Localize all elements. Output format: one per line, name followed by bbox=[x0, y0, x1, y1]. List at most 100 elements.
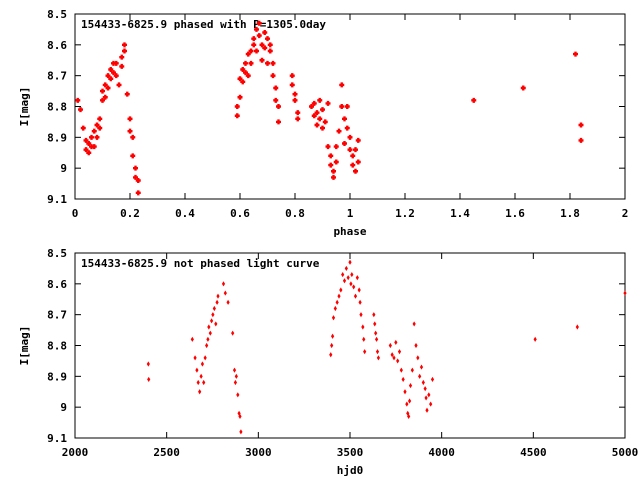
phased-data-point bbox=[331, 168, 336, 174]
phased-data-point bbox=[86, 150, 92, 156]
unphased-data-point bbox=[329, 352, 333, 358]
unphased-data-point bbox=[352, 284, 356, 290]
phased-data-point bbox=[317, 97, 323, 103]
unphased-x-tick-label: 4500 bbox=[520, 446, 547, 459]
phased-plot-frame bbox=[74, 13, 626, 200]
unphased-data-point bbox=[414, 342, 418, 349]
unphased-data-point bbox=[390, 352, 394, 358]
phased-data-point bbox=[100, 97, 106, 103]
unphased-data-point bbox=[231, 330, 235, 336]
phased-data-point bbox=[97, 125, 103, 131]
unphased-data-point bbox=[363, 349, 367, 355]
phased-data-point bbox=[122, 42, 128, 48]
unphased-data-point bbox=[339, 287, 343, 293]
unphased-data-point bbox=[575, 324, 579, 330]
phased-data-point bbox=[237, 94, 243, 100]
unphased-data-point bbox=[205, 342, 209, 349]
unphased-data-point bbox=[401, 376, 405, 383]
phased-data-point bbox=[248, 48, 254, 54]
phased-data-point bbox=[80, 125, 86, 131]
unphased-x-tick-label: 4000 bbox=[428, 446, 455, 459]
phased-data-point bbox=[350, 162, 356, 168]
phased-data-point bbox=[265, 60, 270, 66]
phased-data-point bbox=[91, 128, 97, 134]
unphased-y-tick-label: 9.1 bbox=[47, 432, 67, 445]
unphased-data-point bbox=[239, 429, 243, 435]
phased-data-point bbox=[353, 147, 358, 153]
unphased-x-tick-label: 2500 bbox=[153, 446, 180, 459]
phased-data-point bbox=[265, 36, 270, 42]
unphased-data-point bbox=[392, 355, 396, 361]
unphased-data-point bbox=[416, 355, 420, 361]
phased-data-point bbox=[295, 110, 301, 116]
phased-data-point bbox=[122, 48, 128, 54]
unphased-data-point bbox=[199, 373, 203, 379]
unphased-data-point bbox=[408, 382, 413, 389]
phased-data-point bbox=[295, 116, 301, 122]
unphased-data-point bbox=[403, 389, 407, 395]
unphased-data-point bbox=[424, 395, 428, 401]
unphased-data-point bbox=[232, 367, 237, 373]
phased-data-point bbox=[119, 63, 125, 69]
unphased-y-tick-label: 8.6 bbox=[47, 278, 67, 291]
unphased-data-point bbox=[209, 318, 214, 324]
phased-data-point bbox=[127, 116, 133, 122]
phased-data-point bbox=[333, 159, 339, 165]
phased-data-point bbox=[100, 88, 106, 94]
unphased-data-point bbox=[425, 407, 429, 413]
unphased-data-point bbox=[346, 275, 350, 281]
unphased-data-point bbox=[348, 259, 352, 265]
unphased-chart-title: 154433-6825.9 not phased light curve bbox=[81, 257, 320, 270]
phased-data-point bbox=[309, 104, 314, 110]
phased-data-point bbox=[317, 116, 323, 122]
unphased-data-point bbox=[330, 342, 334, 349]
phased-data-point bbox=[105, 85, 111, 91]
phased-data-point bbox=[328, 153, 334, 159]
phased-data-point bbox=[573, 51, 578, 57]
phased-data-point bbox=[130, 134, 136, 140]
phased-data-point bbox=[237, 76, 243, 82]
phased-data-point bbox=[336, 128, 342, 134]
phased-data-point bbox=[135, 190, 141, 196]
unphased-data-point bbox=[208, 330, 212, 336]
phased-chart-panel: 0 0.2 0.4 0.6 0.8 1 1.2 1.4 1.6 1.8 2 8.5 8.6 8.7 8.8 8… bbox=[18, 8, 628, 238]
phased-data-point bbox=[355, 137, 361, 143]
phased-data-point bbox=[130, 153, 136, 159]
phased-y-tick-label: 8.6 bbox=[47, 39, 67, 52]
phased-x-tick-label: 2 bbox=[622, 207, 629, 220]
phased-x-tick-label: 1.2 bbox=[395, 207, 415, 220]
phased-data-point bbox=[245, 51, 251, 57]
phased-data-point bbox=[83, 137, 89, 143]
unphased-data-point bbox=[373, 321, 377, 327]
phased-data-point bbox=[108, 67, 114, 73]
phased-data-point bbox=[289, 73, 295, 79]
phased-data-point bbox=[273, 85, 279, 91]
unphased-y-tick-label: 8.9 bbox=[47, 370, 67, 383]
unphased-data-point bbox=[147, 376, 151, 383]
phased-data-point bbox=[325, 100, 331, 106]
phased-data-point bbox=[240, 79, 246, 85]
phased-data-point bbox=[102, 94, 108, 100]
phased-data-point bbox=[471, 97, 477, 103]
unphased-data-point bbox=[429, 401, 433, 407]
phased-data-point bbox=[91, 144, 97, 150]
phased-x-tick-label: 0.2 bbox=[120, 207, 140, 220]
phased-data-point bbox=[267, 42, 273, 48]
unphased-data-point bbox=[216, 293, 220, 299]
phased-data-point bbox=[262, 45, 268, 51]
unphased-data-point bbox=[342, 278, 347, 284]
phased-data-point bbox=[135, 178, 141, 183]
phased-x-tick-label: 0.8 bbox=[285, 207, 305, 220]
phased-data-point bbox=[311, 113, 317, 119]
phased-x-tick-label: 0 bbox=[72, 207, 79, 220]
phased-data-point bbox=[353, 168, 358, 174]
phased-data-point bbox=[113, 73, 119, 79]
unphased-data-point bbox=[198, 389, 202, 395]
phased-data-point bbox=[102, 82, 108, 88]
phased-data-point bbox=[105, 73, 111, 79]
phased-data-point bbox=[234, 104, 240, 110]
phased-data-point bbox=[320, 125, 325, 131]
unphased-data-point bbox=[234, 373, 238, 379]
unphased-data-point bbox=[412, 321, 416, 327]
